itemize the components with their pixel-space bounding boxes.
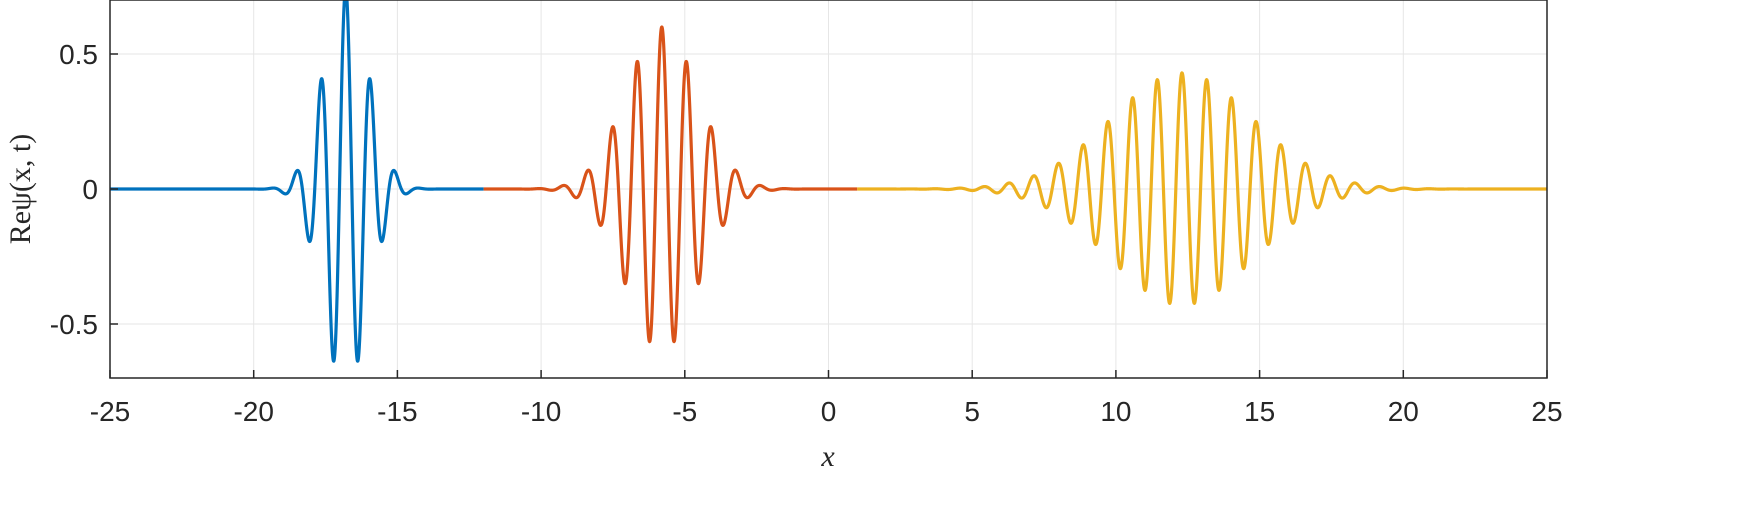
series-line-2: [482, 25, 859, 344]
x-tick-label: -15: [377, 396, 417, 427]
x-axis-label: x: [820, 440, 835, 473]
x-tick-label: 25: [1531, 396, 1562, 427]
series-line-1: [108, 0, 486, 363]
series-group: [108, 0, 1549, 363]
x-tick-label: 0: [821, 396, 837, 427]
x-tick-label: 5: [964, 396, 980, 427]
x-tick-label: -5: [672, 396, 697, 427]
y-tick-label: 0: [82, 174, 98, 205]
x-ticks: -25 -20 -15 -10 -5 0 5 10 15 20 25: [90, 370, 1563, 427]
y-tick-label: 0.5: [59, 39, 98, 70]
x-tick-label: -10: [521, 396, 561, 427]
y-ticks: -0.5 0 0.5: [50, 39, 118, 340]
y-axis-label: Reψ(x, t): [4, 134, 37, 244]
y-tick-label: -0.5: [50, 309, 98, 340]
x-tick-label: 20: [1388, 396, 1419, 427]
series-line-3: [855, 71, 1549, 305]
x-tick-label: -20: [233, 396, 273, 427]
x-tick-label: 15: [1244, 396, 1275, 427]
x-tick-label: 10: [1100, 396, 1131, 427]
x-tick-label: -25: [90, 396, 130, 427]
